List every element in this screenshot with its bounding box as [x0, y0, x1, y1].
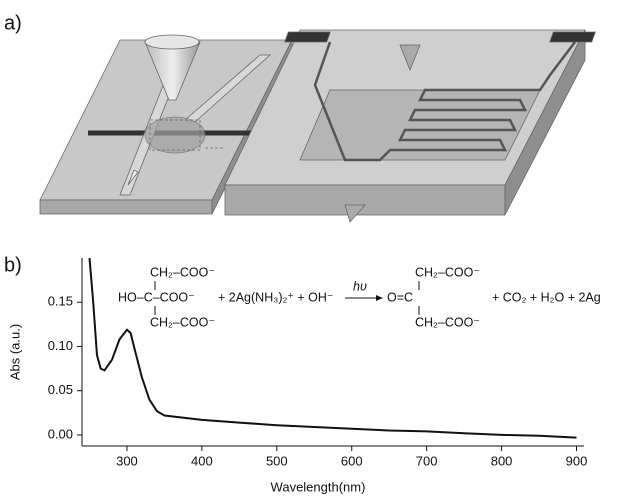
- data-line: [90, 258, 577, 438]
- y-tick-label: 0.05: [48, 382, 73, 397]
- equation-text: CH₂–COO⁻: [150, 265, 215, 279]
- y-tick-label: 0.10: [48, 338, 73, 353]
- equation-text: CH₂–COO⁻: [150, 315, 215, 329]
- x-tick-label: 400: [191, 453, 213, 468]
- x-tick-label: 800: [491, 453, 513, 468]
- y-tick-label: 0.00: [48, 426, 73, 441]
- equation-text: hυ: [353, 279, 367, 293]
- x-tick-label: 700: [416, 453, 438, 468]
- y-tick-label: 0.15: [48, 294, 73, 309]
- x-tick-label: 300: [116, 453, 138, 468]
- panel-label: a): [4, 12, 22, 34]
- x-tick-label: 900: [566, 453, 588, 468]
- equation-text: O=C: [387, 290, 413, 304]
- equation-text: + 2Ag(NH₃)₂⁺ + OH⁻: [218, 290, 334, 304]
- x-tick-label: 500: [266, 453, 288, 468]
- arrowhead: [376, 295, 383, 301]
- equation-text: CH₂–COO⁻: [415, 315, 480, 329]
- panel-label: b): [4, 254, 22, 276]
- x-axis-label: Wavelength(nm): [271, 479, 366, 494]
- equation-text: CH₂–COO⁻: [415, 265, 480, 279]
- equation-text: HO–C–COO⁻: [118, 290, 195, 304]
- equation-text: + CO₂ + H₂O + 2Ag: [492, 290, 601, 304]
- figure: a) b) CH₂–COO⁻ HO–C–COO⁻ CH₂–COO⁻ + 2Ag(…: [0, 0, 635, 496]
- equation: CH₂–COO⁻ HO–C–COO⁻ CH₂–COO⁻ + 2Ag(NH₃)₂⁺…: [118, 265, 601, 329]
- y-axis-label: Abs (a.u.): [7, 324, 22, 380]
- x-tick-label: 600: [341, 453, 363, 468]
